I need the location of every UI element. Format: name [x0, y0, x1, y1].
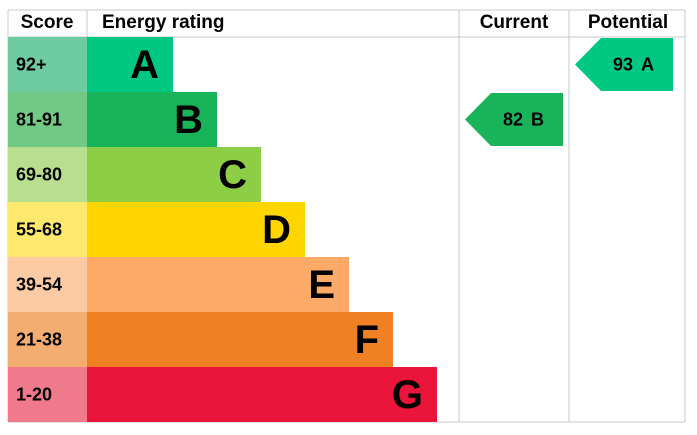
rating-bar	[87, 312, 393, 367]
score-cell	[8, 367, 87, 422]
rating-bar	[87, 37, 173, 92]
current-rating: B	[531, 109, 544, 129]
current-value: 82	[503, 109, 523, 129]
header-rating: Energy rating	[102, 12, 224, 33]
rating-bar	[87, 92, 217, 147]
potential-arrow	[575, 38, 673, 91]
rating-letter: G	[392, 373, 423, 417]
score-label: 1-20	[16, 384, 52, 404]
score-label: 39-54	[16, 274, 62, 294]
header-score: Score	[21, 12, 74, 33]
potential-rating: A	[641, 54, 654, 74]
score-label: 81-91	[16, 109, 62, 129]
rating-bar	[87, 202, 305, 257]
score-cell	[8, 202, 87, 257]
rating-letter: E	[308, 263, 335, 307]
score-cell	[8, 92, 87, 147]
score-cell	[8, 312, 87, 367]
rating-bar	[87, 367, 437, 422]
score-cell	[8, 257, 87, 312]
header-potential: Potential	[588, 12, 668, 33]
score-cell	[8, 37, 87, 92]
rating-letter: F	[355, 318, 379, 362]
score-cell	[8, 147, 87, 202]
rating-letter: A	[130, 43, 159, 87]
header-current: Current	[480, 12, 549, 33]
rating-letter: B	[174, 98, 203, 142]
rating-letter: D	[262, 208, 291, 252]
score-label: 69-80	[16, 164, 62, 184]
score-label: 92+	[16, 54, 47, 74]
current-arrow	[465, 93, 563, 146]
rating-letter: C	[218, 153, 247, 197]
score-label: 55-68	[16, 219, 62, 239]
potential-value: 93	[613, 54, 633, 74]
score-label: 21-38	[16, 329, 62, 349]
rating-bar	[87, 257, 349, 312]
rating-bar	[87, 147, 261, 202]
